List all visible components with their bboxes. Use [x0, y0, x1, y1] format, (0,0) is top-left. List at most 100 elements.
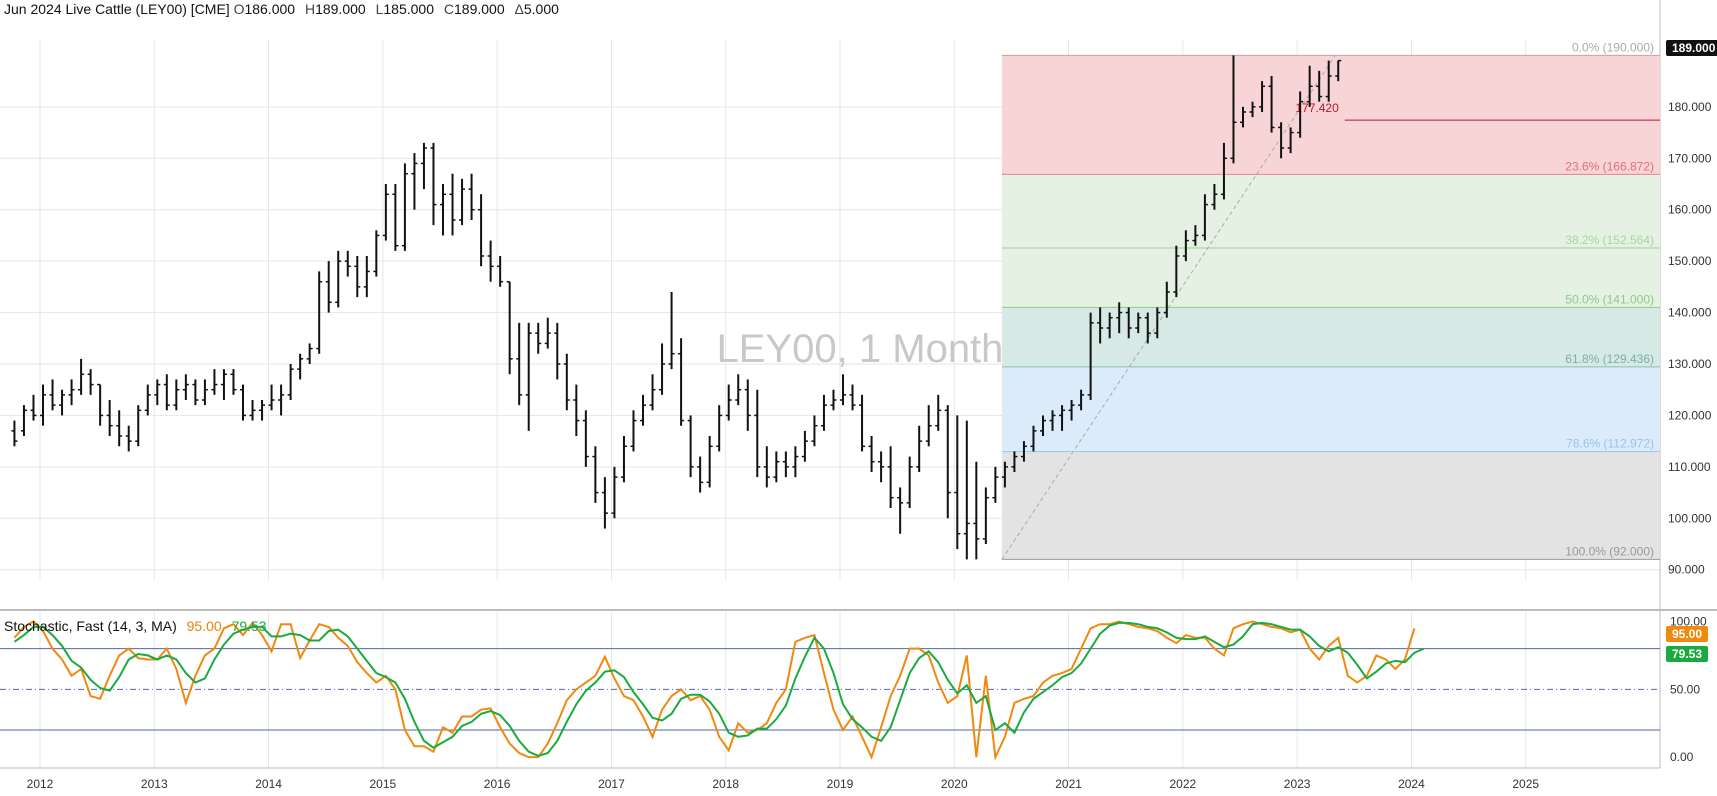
- ohlc-bar: [278, 384, 285, 416]
- ohlc-bar: [1287, 127, 1294, 154]
- ohlc-bar: [268, 384, 275, 411]
- price-tick-label: 110.000: [1668, 460, 1711, 474]
- ohlc-bar: [87, 369, 94, 395]
- ohlc-bar: [830, 389, 837, 411]
- ohlc-bar: [1001, 461, 1008, 488]
- fibonacci-retracement: 0.0% (190.000) 23.6% (166.872) 38.2% (152.…: [1001, 40, 1660, 560]
- ohlc-bar: [68, 379, 75, 406]
- ohlc-bar: [992, 466, 999, 503]
- ohlc-bar: [1163, 281, 1170, 318]
- close-label: C: [443, 1, 454, 17]
- low-label: L: [375, 1, 384, 17]
- ohlc-bar: [1220, 142, 1227, 200]
- low-value: 185.000: [383, 1, 434, 17]
- ohlc-bar: [935, 394, 942, 431]
- ohlc-bar: [1240, 106, 1246, 128]
- ohlc-bar: [211, 369, 218, 395]
- ohlc-bar: [249, 400, 256, 421]
- ohlc-bar: [878, 451, 885, 483]
- price-tick-label: 120.000: [1668, 408, 1712, 422]
- year-tick-label: 2025: [1512, 777, 1539, 791]
- ohlc-bar: [792, 446, 799, 478]
- ohlc-bar: [411, 153, 418, 210]
- ohlc-bar: [735, 374, 742, 406]
- ohlc-bar: [11, 420, 18, 447]
- ohlc-bar: [744, 379, 751, 431]
- year-tick-label: 2019: [827, 777, 854, 791]
- ohlc-bar: [630, 410, 637, 452]
- ohlc-bar: [49, 379, 56, 411]
- stochastic-panel: 0.00 50.00 100.00: [0, 614, 1707, 764]
- time-axis: 2012 2013 2014 2015 2016 2017 2018 2019 2020 2021…: [27, 777, 1540, 791]
- ohlc-bar: [801, 430, 808, 462]
- fib-zone: [1001, 366, 1660, 452]
- ohlc-bar: [925, 405, 932, 447]
- ohlc-bar: [497, 256, 504, 287]
- ohlc-bar: [1097, 307, 1104, 344]
- ohlc-bar: [59, 389, 66, 416]
- stochastic-header: Stochastic, Fast (14, 3, MA) 95.00 79.53: [4, 618, 267, 634]
- ohlc-bar: [544, 317, 551, 349]
- ohlc-bar: [582, 410, 589, 467]
- ohlc-bar: [1316, 70, 1323, 102]
- ohlc-bar: [430, 142, 437, 226]
- ohlc-bar: [78, 358, 85, 395]
- ohlc-bar: [1201, 194, 1208, 241]
- ohlc-bar: [782, 451, 789, 478]
- ohlc-bar: [259, 400, 266, 421]
- stochastic-d-tag: 79.53: [1666, 646, 1709, 662]
- ohlc-bar: [182, 374, 189, 400]
- ohlc-bar: [1068, 400, 1075, 421]
- ohlc-bar: [678, 338, 685, 426]
- ohlc-bar: [1040, 415, 1046, 436]
- ohlc-bar: [478, 194, 485, 267]
- year-tick-label: 2024: [1398, 777, 1425, 791]
- ohlc-bar: [192, 379, 199, 406]
- ohlc-bar: [982, 487, 989, 544]
- ohlc-bar: [1306, 65, 1313, 107]
- fib-level-label: 100.0% (92.000): [1565, 544, 1654, 558]
- ohlc-bar: [1335, 59, 1342, 82]
- year-tick-label: 2020: [941, 777, 968, 791]
- ohlc-bar: [287, 364, 294, 400]
- price-tick-label: 150.000: [1668, 254, 1712, 268]
- year-tick-label: 2016: [484, 777, 511, 791]
- ohlc-bar: [1182, 230, 1189, 262]
- price-tick-label: 140.000: [1668, 306, 1712, 320]
- ohlc-bar: [240, 384, 246, 421]
- ohlc-bar: [106, 400, 113, 436]
- ohlc-bar: [868, 436, 875, 472]
- high-label: H: [304, 1, 316, 17]
- ohlc-bar: [706, 436, 713, 488]
- price-tick-label: 130.000: [1668, 357, 1712, 371]
- price-tick-label: 90.000: [1668, 563, 1705, 577]
- ohlc-bar: [97, 383, 104, 426]
- ohlc-bar: [811, 415, 818, 447]
- ohlc-bar: [973, 461, 980, 560]
- chart-header: Jun 2024 Live Cattle (LEY00) [CME] O186.…: [4, 1, 565, 17]
- ohlc-bar: [611, 466, 618, 519]
- ohlc-bar: [820, 394, 827, 431]
- open-value: 186.000: [244, 1, 296, 17]
- ohlc-bar: [449, 173, 456, 236]
- open-label: O: [233, 1, 245, 17]
- fib-level-label: 23.6% (166.872): [1565, 159, 1654, 173]
- ohlc-bar: [1087, 312, 1094, 400]
- ohlc-bar: [649, 374, 656, 411]
- ohlc-bar: [1268, 76, 1275, 133]
- ohlc-bar: [963, 420, 970, 560]
- stochastic-d-line: [13, 621, 1425, 757]
- ohlc-bar: [173, 379, 180, 411]
- ohlc-bar: [887, 446, 894, 508]
- ohlc-bar: [163, 374, 170, 411]
- price-tick-label: 160.000: [1668, 203, 1712, 217]
- change-label: Δ: [514, 1, 524, 17]
- price-tick-label: 100.000: [1668, 511, 1712, 525]
- fib-zone: [1001, 247, 1660, 308]
- ohlc-bar: [154, 379, 161, 406]
- year-tick-label: 2022: [1170, 777, 1197, 791]
- ohlc-bar: [1049, 410, 1056, 431]
- ohlc-bar: [1230, 55, 1237, 164]
- ohlc-bar: [1078, 389, 1085, 411]
- stochastic-d-value: 79.53: [231, 618, 267, 634]
